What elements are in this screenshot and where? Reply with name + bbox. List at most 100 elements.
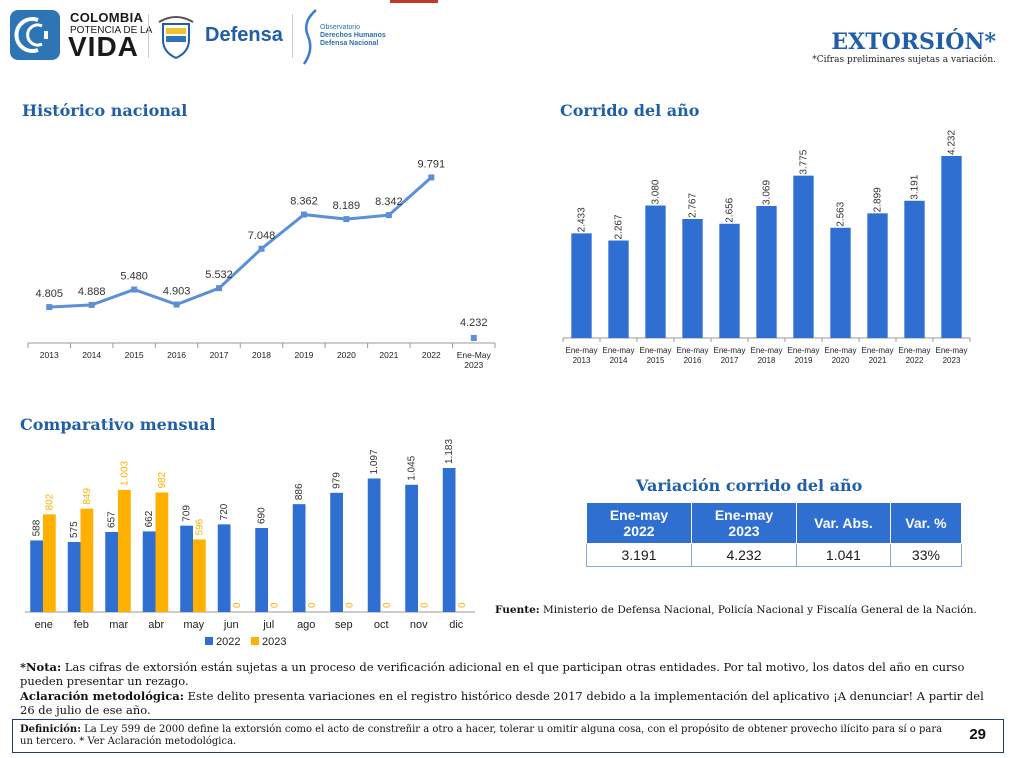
bar-2023	[43, 514, 56, 612]
x-tick-label: 2023	[464, 360, 483, 370]
aclaracion-text: Este delito presenta variaciones en el r…	[20, 689, 984, 717]
bar	[756, 206, 777, 338]
x-tick-label: Ene-may	[787, 346, 819, 355]
data-label: 0	[382, 602, 393, 608]
data-label: 709	[182, 505, 193, 522]
nota-paragraph: *Nota: Las cifras de extorsión están suj…	[20, 660, 995, 688]
data-point-ene-may-2023	[470, 334, 477, 341]
x-tick-label: 2019	[294, 350, 313, 360]
logo-line1: COLOMBIA	[70, 10, 144, 25]
data-point	[300, 211, 307, 218]
ministry-name: Defensa	[205, 24, 283, 46]
table-header-cell: Ene-may 2022	[586, 502, 692, 544]
data-label: 2.563	[836, 201, 847, 226]
variacion-title: Variación corrido del año	[636, 476, 863, 495]
data-label: 720	[219, 503, 230, 520]
x-tick-label: 2018	[758, 356, 776, 365]
bar-2023	[118, 489, 131, 612]
x-tick-label: 2016	[684, 356, 702, 365]
table-header-cell: Ene-may 2023	[691, 502, 797, 544]
table-header-cell: Var. %	[889, 502, 963, 544]
x-tick-label: Ene-may	[602, 346, 634, 355]
bar-2022	[255, 528, 268, 612]
source-text: Ministerio de Defensa Nacional, Policía …	[542, 604, 977, 616]
source-note: Fuente: Ministerio de Defensa Nacional, …	[495, 604, 977, 616]
x-tick-label: 2021	[869, 356, 887, 365]
x-tick-label: jul	[262, 619, 274, 631]
x-tick-label: 2018	[252, 350, 271, 360]
bar-2022	[105, 532, 118, 612]
historico-title: Histórico nacional	[22, 101, 188, 120]
x-tick-label: jun	[223, 619, 239, 631]
x-tick-label: abr	[148, 619, 164, 631]
logo-line2: POTENCIA DE LA	[70, 25, 153, 36]
observatorio-line3: Defensa Nacional	[320, 40, 379, 47]
x-tick-label: mar	[109, 619, 128, 631]
data-label: 596	[194, 518, 205, 535]
bar	[645, 205, 666, 338]
x-tick-label: Ene-may	[861, 346, 893, 355]
aclaracion-label: Aclaración metodológica:	[20, 689, 184, 703]
data-label: 3.191	[910, 174, 921, 199]
definition-text-block: Definición: La Ley 599 de 2000 define la…	[20, 724, 950, 748]
x-tick-label: 2017	[210, 350, 229, 360]
bar-2023	[80, 508, 94, 612]
bar	[793, 175, 814, 338]
data-label: 0	[457, 602, 468, 608]
data-point	[258, 245, 265, 252]
table-cell: 33%	[889, 543, 963, 567]
data-label: 690	[257, 507, 268, 524]
data-point	[173, 301, 180, 308]
data-label: 2.767	[688, 193, 699, 218]
bar-2022	[30, 540, 43, 612]
data-label: 3.775	[799, 149, 810, 174]
definition-label: Definición:	[20, 724, 81, 735]
data-label: 8.342	[375, 196, 403, 208]
x-tick-label: 2020	[832, 356, 850, 365]
data-label: 7.048	[248, 230, 276, 242]
data-label: 0	[344, 602, 355, 608]
data-point	[216, 285, 223, 292]
x-tick-label: 2016	[167, 350, 186, 360]
bar	[904, 200, 925, 338]
page-number: 29	[969, 726, 986, 743]
bar-2023	[155, 492, 169, 612]
legend-label: 2022	[216, 636, 240, 648]
data-label: 4.903	[163, 286, 191, 298]
x-tick-label: 2021	[379, 350, 398, 360]
logo-line3: VIDA	[68, 31, 139, 62]
colombia-logo-icon	[10, 10, 60, 60]
bar-2022	[330, 492, 343, 612]
x-tick-label: Ene-may	[565, 346, 597, 355]
data-label: 2.899	[873, 187, 884, 212]
data-label: 4.232	[460, 317, 488, 329]
x-tick-label: ene	[35, 619, 53, 631]
x-tick-label: oct	[374, 619, 389, 631]
data-label: 0	[307, 602, 318, 608]
header-divider	[148, 14, 149, 58]
data-point	[131, 286, 138, 293]
bar	[682, 219, 703, 338]
table-cell: 3.191	[586, 543, 692, 567]
data-label: 0	[269, 602, 280, 608]
data-label: 802	[44, 493, 55, 510]
data-point	[343, 216, 350, 223]
observatorio-line2: Derechos Humanos	[320, 32, 386, 39]
bar-2022	[292, 504, 306, 612]
aclaracion-paragraph: Aclaración metodológica: Este delito pre…	[20, 689, 995, 717]
table-header-cell: Var. Abs.	[796, 502, 891, 544]
x-tick-label: 2017	[721, 356, 739, 365]
data-label: 4.888	[78, 286, 106, 298]
data-label: 1.045	[407, 455, 418, 480]
observatorio-logo-icon	[298, 8, 322, 71]
data-label: 3.069	[762, 180, 773, 205]
x-tick-label: nov	[410, 619, 428, 631]
x-tick-label: 2014	[82, 350, 101, 360]
x-tick-label: sep	[335, 619, 353, 631]
data-label: 2.267	[614, 214, 625, 239]
x-tick-label: ago	[297, 619, 315, 631]
x-tick-label: Ene-may	[639, 346, 671, 355]
data-label: 2.656	[725, 197, 736, 222]
data-point	[385, 212, 392, 219]
page-title: EXTORSIÓN*	[831, 29, 996, 55]
